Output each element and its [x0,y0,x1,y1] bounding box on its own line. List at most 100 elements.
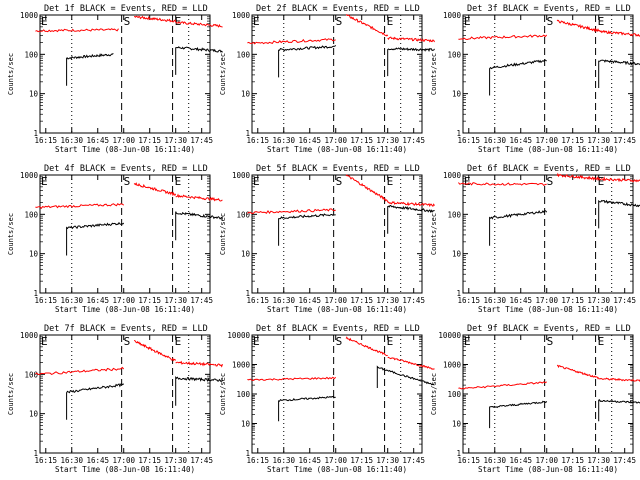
x-tick-label: 17:00 [112,456,135,465]
det-panel-6: Det 6f BLACK = Events, RED = LLD 1 10 100 10… [430,164,640,314]
panel-title: Det 3f BLACK = Events, RED = LLD [467,4,631,14]
lld-series-line [345,174,389,203]
marker-E-label: E [598,175,605,188]
marker-E-label: E [598,335,605,348]
y-tick-label: 100 [447,210,461,219]
marker-E-left-label: E [253,175,260,188]
events-series-line [387,204,435,234]
marker-S-label: S [547,15,554,28]
panel-title: Det 9f BLACK = Events, RED = LLD [467,324,631,334]
y-axis-label: Counts/sec [430,213,438,255]
y-tick-label: 1000 [20,331,39,340]
events-series-line [66,221,125,256]
events-series-line [598,59,640,88]
det-panel-3: Det 3f BLACK = Events, RED = LLD 1 10 100 10… [430,4,640,154]
x-tick-label: 17:15 [350,136,373,145]
marker-E-label: E [387,175,394,188]
x-tick-label: 17:15 [561,136,584,145]
events-series-line [175,46,223,75]
x-tick-label: 16:15 [457,136,480,145]
x-tick-label: 17:30 [587,136,610,145]
events-series-line [489,59,547,96]
x-tick-label: 17:30 [164,296,187,305]
marker-S-label: S [547,175,554,188]
marker-E-label: E [387,335,394,348]
x-tick-label: 17:45 [613,136,636,145]
x-axis-label: Start Time (08-Jun-08 16:11:40) [478,465,618,474]
panel-title: Det 4f BLACK = Events, RED = LLD [44,164,208,174]
plot-frame [39,334,211,454]
x-tick-label: 16:45 [86,456,109,465]
y-tick-label: 1 [33,129,38,138]
y-tick-label: 1 [456,289,461,298]
y-tick-label: 10 [241,420,251,429]
x-tick-label: 17:45 [402,296,425,305]
y-tick-label: 1000 [20,11,39,20]
y-tick-label: 100 [24,50,38,59]
plot-frame [251,334,423,454]
y-axis-label: Counts/sec [219,373,227,415]
x-tick-label: 16:30 [272,136,295,145]
marker-E-left-label: E [253,15,260,28]
x-tick-label: 17:00 [535,296,558,305]
y-tick-label: 10 [241,250,251,259]
events-series-line [598,199,640,229]
x-tick-label: 17:45 [402,456,425,465]
panel-title: Det 1f BLACK = Events, RED = LLD [44,4,208,14]
x-tick-label: 17:00 [112,296,135,305]
x-tick-label: 16:30 [483,296,506,305]
x-axis-label: Start Time (08-Jun-08 16:11:40) [55,465,195,474]
lld-series-line [247,38,336,45]
x-tick-label: 17:30 [376,136,399,145]
x-axis-label: Start Time (08-Jun-08 16:11:40) [55,145,195,154]
y-tick-label: 1000 [232,361,251,370]
y-tick-label: 100 [236,210,250,219]
lld-series-line [35,366,125,376]
x-tick-label: 17:00 [324,136,347,145]
marker-E-label: E [598,15,605,28]
lld-series-line [556,19,600,33]
y-tick-label: 1000 [443,11,462,20]
events-series-line [278,395,336,422]
y-tick-label: 100 [447,50,461,59]
x-axis-label: Start Time (08-Jun-08 16:11:40) [267,465,407,474]
x-tick-label: 17:15 [561,296,584,305]
marker-E-left-label: E [464,335,471,348]
marker-S-label: S [336,335,343,348]
det-panel-4: Det 4f BLACK = Events, RED = LLD 1 10 100 10… [7,164,223,314]
x-tick-label: 17:00 [535,136,558,145]
lld-series-line [556,172,600,182]
panel-title: Det 2f BLACK = Events, RED = LLD [256,4,420,14]
y-tick-label: 10 [29,250,39,259]
lld-series-line [345,14,389,37]
marker-E-left-label: E [253,335,260,348]
y-tick-label: 100 [24,210,38,219]
x-tick-label: 16:15 [457,456,480,465]
panel-title: Det 8f BLACK = Events, RED = LLD [256,324,420,334]
x-tick-label: 17:00 [535,456,558,465]
x-tick-label: 17:00 [112,136,135,145]
x-tick-label: 17:45 [613,296,636,305]
y-tick-label: 1000 [232,171,251,180]
y-tick-label: 10 [452,250,462,259]
x-tick-label: 17:30 [164,136,187,145]
x-tick-label: 16:30 [60,136,83,145]
x-tick-label: 17:00 [324,296,347,305]
y-axis-label: Counts/sec [430,53,438,95]
det-panel-2: Det 2f BLACK = Events, RED = LLD 1 10 100 10… [219,4,435,154]
x-tick-label: 16:30 [483,456,506,465]
y-tick-label: 10 [29,410,39,419]
y-tick-label: 1 [33,449,38,458]
panel-title: Det 6f BLACK = Events, RED = LLD [467,164,631,174]
x-tick-label: 16:45 [509,136,532,145]
marker-E-left-label: E [41,15,48,28]
plot-frame [251,174,423,294]
events-series-line [387,47,435,77]
lld-series-line [556,364,600,380]
marker-E-label: E [175,335,182,348]
marker-S-label: S [336,175,343,188]
x-tick-label: 17:15 [350,456,373,465]
events-series-line [489,209,548,246]
plot-frame [462,334,634,454]
y-tick-label: 1000 [232,11,251,20]
